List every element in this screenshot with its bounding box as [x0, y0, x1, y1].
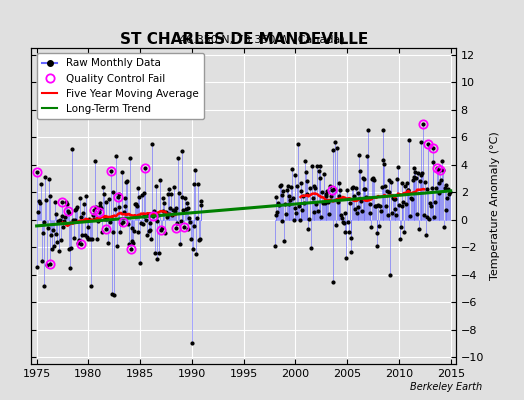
Y-axis label: Temperature Anomaly (°C): Temperature Anomaly (°C) — [489, 132, 500, 280]
Text: Berkeley Earth: Berkeley Earth — [410, 382, 482, 392]
Text: 46.350 N, 73.350 W (Canada): 46.350 N, 73.350 W (Canada) — [179, 34, 345, 44]
Legend: Raw Monthly Data, Quality Control Fail, Five Year Moving Average, Long-Term Tren: Raw Monthly Data, Quality Control Fail, … — [37, 53, 204, 119]
Title: ST CHARLES DE MANDEVILLE: ST CHARLES DE MANDEVILLE — [119, 32, 368, 47]
